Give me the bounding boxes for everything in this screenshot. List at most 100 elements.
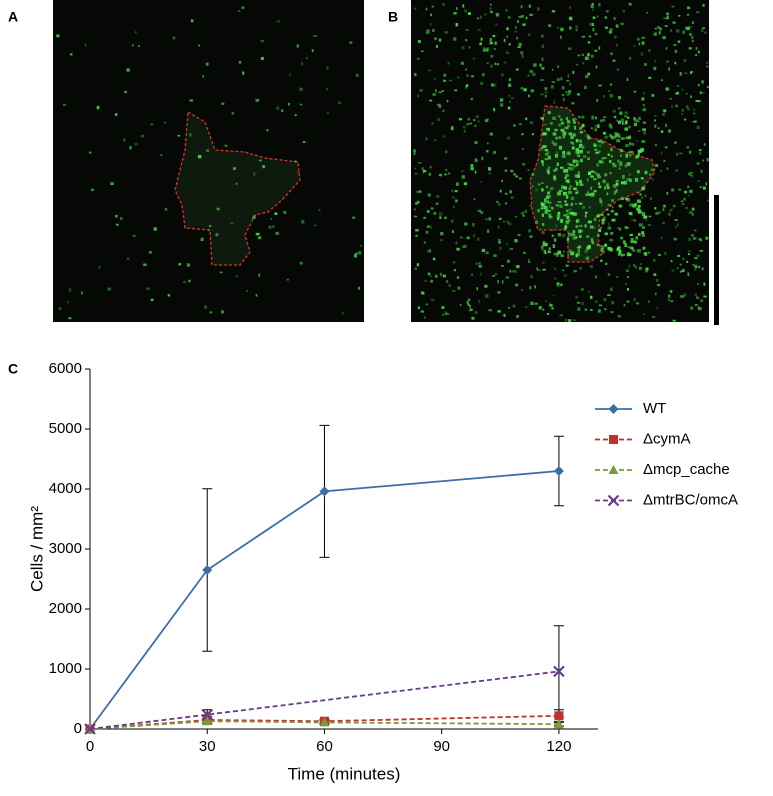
cell	[476, 287, 479, 291]
cell	[514, 215, 518, 218]
cell	[469, 308, 473, 311]
cell	[552, 116, 556, 121]
cell	[471, 316, 475, 320]
cell	[624, 164, 627, 168]
cell	[568, 132, 573, 135]
cell	[528, 204, 532, 207]
cell	[424, 279, 427, 282]
cell	[470, 164, 474, 168]
cell	[681, 88, 684, 91]
cell	[258, 236, 262, 240]
cell	[536, 267, 539, 271]
cell	[523, 88, 527, 92]
cell	[542, 268, 546, 271]
cell	[562, 233, 566, 238]
cell	[579, 139, 582, 143]
cell	[605, 262, 608, 266]
cell	[430, 275, 432, 278]
cell	[542, 241, 545, 244]
cell	[557, 65, 559, 69]
cell	[600, 248, 604, 252]
cell	[268, 225, 272, 229]
cell	[636, 208, 641, 212]
cell	[548, 213, 552, 217]
cell	[641, 140, 646, 143]
cell	[299, 87, 303, 91]
cell	[654, 124, 657, 128]
cell	[690, 71, 692, 75]
cell	[693, 112, 696, 115]
cell	[596, 215, 599, 218]
cell	[592, 226, 596, 230]
cell	[453, 37, 457, 41]
cell	[541, 44, 545, 48]
cell	[669, 129, 672, 132]
cell	[694, 304, 698, 306]
cell	[497, 291, 501, 294]
cell	[641, 41, 645, 45]
cell	[484, 284, 488, 288]
cell	[654, 119, 656, 122]
cell	[518, 16, 522, 18]
cell	[164, 208, 168, 211]
cell	[439, 173, 442, 177]
cell	[563, 214, 568, 217]
cell	[593, 190, 597, 193]
cell	[470, 97, 473, 101]
cell	[444, 311, 448, 316]
cell	[592, 16, 596, 20]
cell	[625, 226, 629, 230]
cell	[466, 74, 469, 77]
marker	[553, 665, 565, 678]
cell	[678, 15, 681, 17]
cell	[627, 116, 630, 120]
cell	[540, 201, 543, 205]
cell	[493, 150, 497, 154]
cell	[561, 93, 565, 97]
cell	[617, 226, 621, 230]
cell	[618, 250, 622, 255]
cell	[508, 83, 512, 87]
cell	[574, 174, 578, 178]
cell	[665, 87, 669, 91]
cell	[564, 203, 569, 206]
cell	[459, 304, 462, 307]
cell	[577, 154, 581, 157]
cell	[564, 174, 569, 177]
cell	[586, 191, 589, 194]
cell	[556, 282, 560, 285]
cell	[594, 124, 598, 128]
cell	[604, 232, 609, 236]
cell	[637, 232, 641, 236]
cell	[418, 190, 422, 193]
cell	[492, 275, 496, 277]
cell	[58, 307, 62, 311]
cell	[558, 189, 563, 192]
cell	[700, 299, 704, 303]
cell	[576, 174, 581, 178]
cell	[653, 66, 657, 71]
cell	[617, 315, 621, 318]
cell	[575, 28, 578, 32]
cell	[503, 61, 507, 64]
cell	[594, 32, 598, 36]
cell	[565, 79, 570, 82]
cell	[644, 218, 648, 221]
cell	[605, 10, 609, 13]
cell	[701, 267, 704, 271]
cell	[666, 15, 669, 18]
cell	[466, 236, 470, 240]
legend-label: ΔmtrBC/omcA	[643, 491, 738, 508]
cell	[299, 261, 303, 265]
cell	[542, 132, 547, 136]
cell	[530, 301, 534, 306]
cell	[562, 97, 565, 102]
cell	[478, 299, 481, 304]
cell	[587, 72, 591, 76]
cell	[688, 237, 692, 242]
cell	[564, 200, 567, 203]
cell	[515, 26, 517, 29]
cell	[421, 50, 424, 53]
cell	[593, 128, 595, 131]
micrograph	[411, 0, 710, 322]
